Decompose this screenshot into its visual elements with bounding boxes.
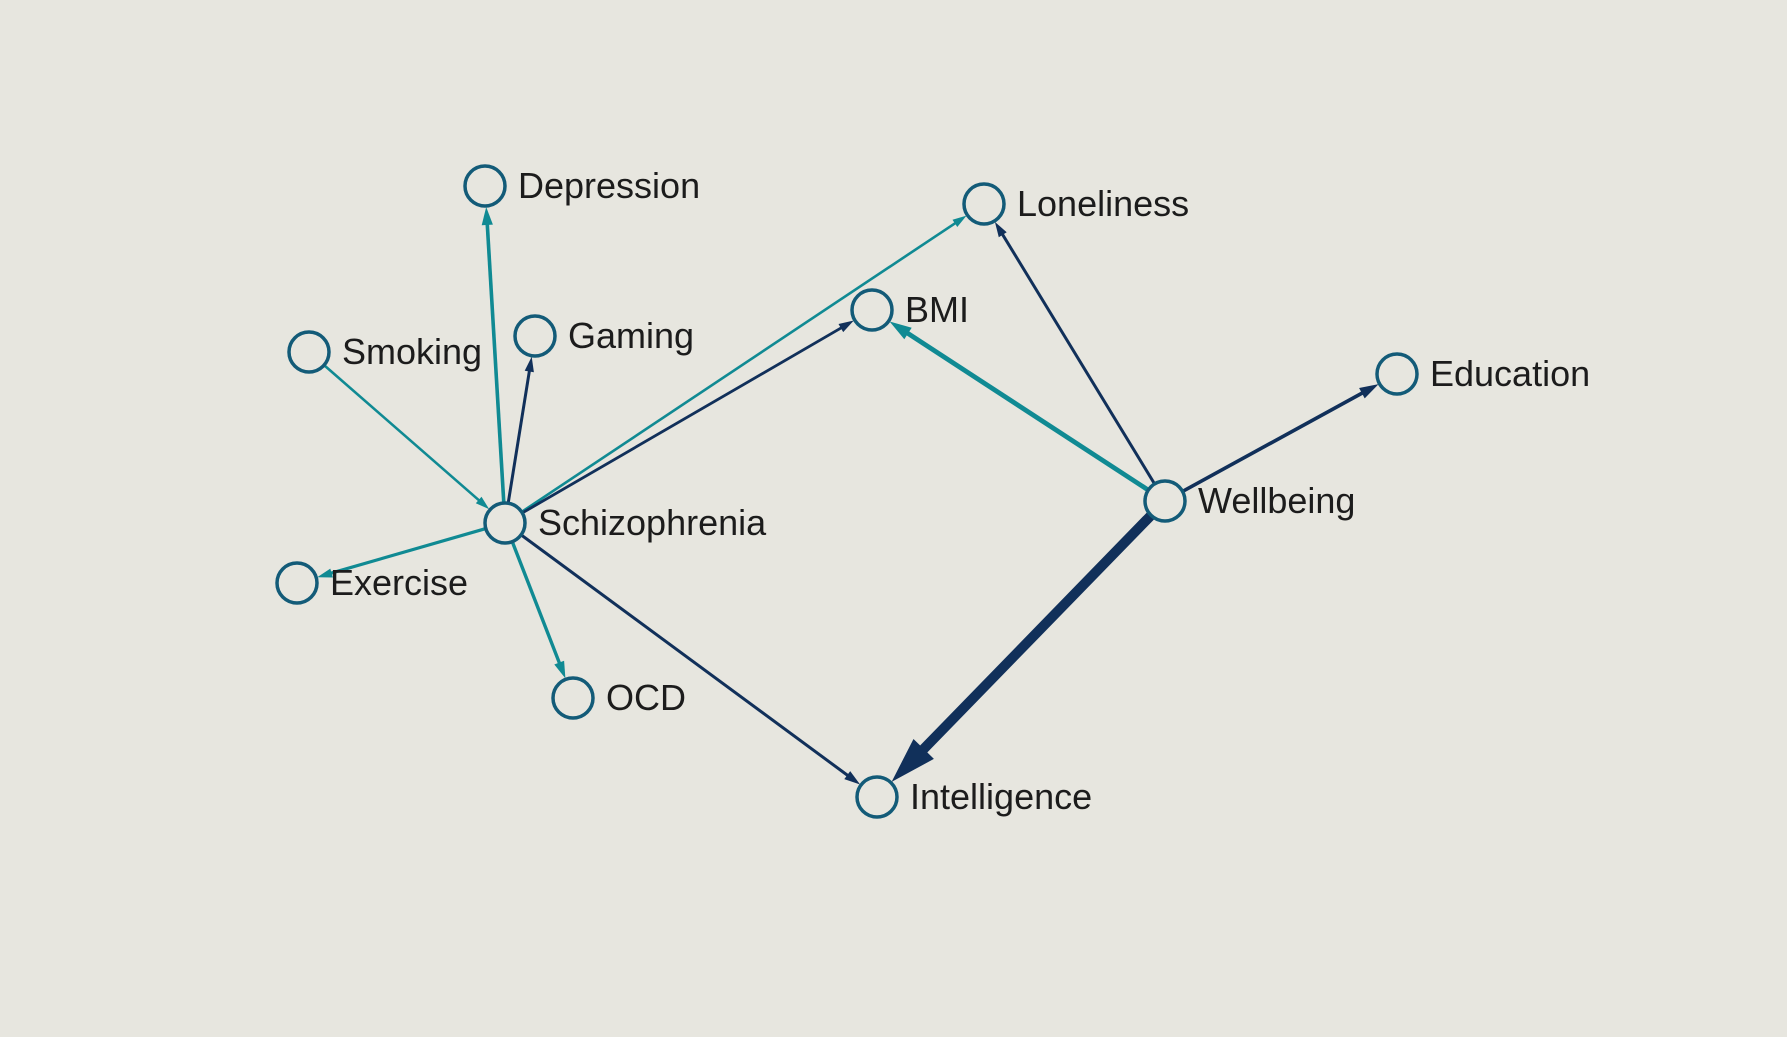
node-circle-icon[interactable] bbox=[463, 164, 507, 208]
edge-line bbox=[1181, 390, 1365, 493]
arrow-head-icon bbox=[838, 320, 854, 333]
edge-line bbox=[520, 533, 850, 778]
edge-line bbox=[520, 221, 958, 513]
node-circle-icon[interactable] bbox=[287, 330, 331, 374]
edge-wellbeing-to-bmi bbox=[889, 321, 1150, 493]
arrow-head-icon bbox=[889, 321, 912, 340]
edge-schizophrenia-to-bmi bbox=[521, 320, 854, 515]
node-label: BMI bbox=[905, 289, 969, 330]
edge-line bbox=[485, 222, 506, 504]
arrow-head-icon bbox=[481, 207, 493, 226]
node-wellbeing[interactable]: Wellbeing bbox=[1143, 479, 1355, 523]
node-circle-icon[interactable] bbox=[275, 561, 319, 605]
edge-line bbox=[510, 541, 562, 666]
edge-schizophrenia-to-exercise bbox=[317, 527, 487, 578]
node-ocd[interactable]: OCD bbox=[551, 676, 686, 720]
edge-wellbeing-to-loneliness bbox=[994, 221, 1156, 485]
edge-schizophrenia-to-gaming bbox=[506, 356, 534, 504]
edge-schizophrenia-to-depression bbox=[481, 207, 506, 504]
node-circle-icon[interactable] bbox=[483, 501, 527, 545]
node-intelligence[interactable]: Intelligence bbox=[855, 775, 1092, 819]
node-smoking[interactable]: Smoking bbox=[287, 330, 482, 374]
edge-line bbox=[1000, 232, 1156, 485]
arrow-head-icon bbox=[952, 215, 967, 227]
edge-wellbeing-to-education bbox=[1181, 384, 1379, 493]
edge-schizophrenia-to-ocd bbox=[510, 541, 566, 679]
node-schizophrenia[interactable]: Schizophrenia bbox=[483, 501, 767, 545]
node-depression[interactable]: Depression bbox=[463, 164, 700, 208]
nodes-layer: Depression Loneliness Smoking Gaming BMI Educ… bbox=[275, 164, 1590, 819]
edge-smoking-to-schizophrenia bbox=[323, 364, 490, 510]
node-circle-icon[interactable] bbox=[513, 314, 557, 358]
edges-layer bbox=[317, 207, 1379, 785]
node-circle-icon[interactable] bbox=[962, 182, 1006, 226]
arrow-head-icon bbox=[524, 356, 534, 373]
node-gaming[interactable]: Gaming bbox=[513, 314, 694, 358]
arrow-head-icon bbox=[844, 771, 861, 785]
edge-schizophrenia-to-loneliness bbox=[520, 215, 967, 513]
edge-line bbox=[521, 325, 844, 515]
arrow-head-icon bbox=[317, 568, 333, 578]
node-bmi[interactable]: BMI bbox=[850, 288, 969, 332]
node-label: Depression bbox=[518, 165, 700, 206]
node-circle-icon[interactable] bbox=[551, 676, 595, 720]
node-label: Exercise bbox=[330, 562, 468, 603]
node-label: Wellbeing bbox=[1198, 480, 1355, 521]
node-label: Education bbox=[1430, 353, 1590, 394]
node-circle-icon[interactable] bbox=[850, 288, 894, 332]
node-label: Schizophrenia bbox=[538, 502, 767, 543]
edge-line bbox=[905, 330, 1150, 493]
edge-schizophrenia-to-intelligence bbox=[520, 533, 861, 785]
node-label: Loneliness bbox=[1017, 183, 1189, 224]
edge-line bbox=[506, 369, 532, 504]
edge-line bbox=[323, 364, 481, 503]
node-exercise[interactable]: Exercise bbox=[275, 561, 468, 605]
node-circle-icon[interactable] bbox=[1375, 352, 1419, 396]
edge-line bbox=[329, 527, 487, 576]
edge-wellbeing-to-intelligence bbox=[891, 511, 1155, 782]
arrow-head-icon bbox=[475, 496, 490, 510]
node-label: OCD bbox=[606, 677, 686, 718]
arrow-head-icon bbox=[554, 660, 566, 679]
edge-line bbox=[918, 511, 1155, 754]
arrow-head-icon bbox=[1359, 384, 1379, 399]
node-circle-icon[interactable] bbox=[855, 775, 899, 819]
arrow-head-icon bbox=[994, 221, 1007, 238]
node-education[interactable]: Education bbox=[1375, 352, 1590, 396]
node-label: Gaming bbox=[568, 315, 694, 356]
node-label: Intelligence bbox=[910, 776, 1092, 817]
node-circle-icon[interactable] bbox=[1143, 479, 1187, 523]
node-loneliness[interactable]: Loneliness bbox=[962, 182, 1189, 226]
arrow-head-icon bbox=[891, 739, 934, 782]
node-label: Smoking bbox=[342, 331, 482, 372]
